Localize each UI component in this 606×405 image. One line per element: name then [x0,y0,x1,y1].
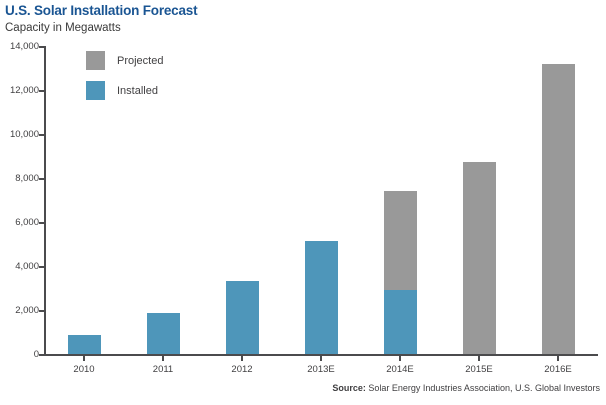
y-tick-label: 0 [33,349,39,360]
x-tick-mark [399,356,401,361]
bar-2014E-installed [383,290,417,354]
source-prefix: Source: [332,383,366,393]
x-axis-label: 2010 [73,364,95,375]
bar-2016E-projected [541,64,575,354]
y-tick-mark [39,89,44,92]
y-tick-label: 14,000 [9,40,39,52]
x-axis-label: 2011 [152,364,174,375]
y-tick-label: 2,000 [15,304,39,316]
y-tick-mark [39,354,44,356]
bar-2015E-projected [462,162,496,354]
y-tick-mark [39,265,44,268]
legend-item-installed: Installed [86,81,163,100]
y-tick-mark [39,309,44,312]
x-axis-label: 2012 [231,364,253,375]
x-axis-label: 2014E [386,364,414,375]
legend-label-installed: Installed [117,84,158,97]
y-tick-mark [39,221,44,224]
x-axis-line [44,354,598,356]
y-tick-mark [39,45,44,48]
bar-2011-installed [146,313,180,354]
y-axis-line [44,46,46,356]
installed-swatch-icon [86,81,105,100]
x-axis-label: 2016E [544,364,572,375]
x-tick-mark [320,356,322,361]
y-tick-mark [39,133,44,136]
y-tick-label: 4,000 [15,260,39,272]
source-text: Solar Energy Industries Association, U.S… [365,383,600,393]
y-tick-mark [39,177,44,180]
legend-item-projected: Projected [86,51,163,70]
x-axis-label: 2015E [465,364,493,375]
chart-title: U.S. Solar Installation Forecast [5,3,198,18]
x-tick-mark [557,356,559,361]
bar-2010-installed [67,335,101,354]
legend: Projected Installed [86,51,163,100]
legend-label-projected: Projected [117,54,164,67]
x-tick-mark [83,356,85,361]
source-note: Source: Solar Energy Industries Associat… [0,383,600,393]
projected-swatch-icon [86,51,105,70]
x-axis-label: 2013E [307,364,335,375]
bar-2013E-installed [304,241,338,354]
x-tick-mark [162,356,164,361]
bar-2012-installed [225,281,259,354]
y-tick-label: 10,000 [9,128,39,140]
y-tick-label: 6,000 [15,216,39,228]
chart-subtitle: Capacity in Megawatts [5,22,121,34]
x-tick-mark [241,356,243,361]
y-tick-label: 12,000 [9,84,39,96]
x-tick-mark [478,356,480,361]
y-tick-label: 8,000 [15,172,39,184]
bar-2014E-projected [383,191,417,290]
